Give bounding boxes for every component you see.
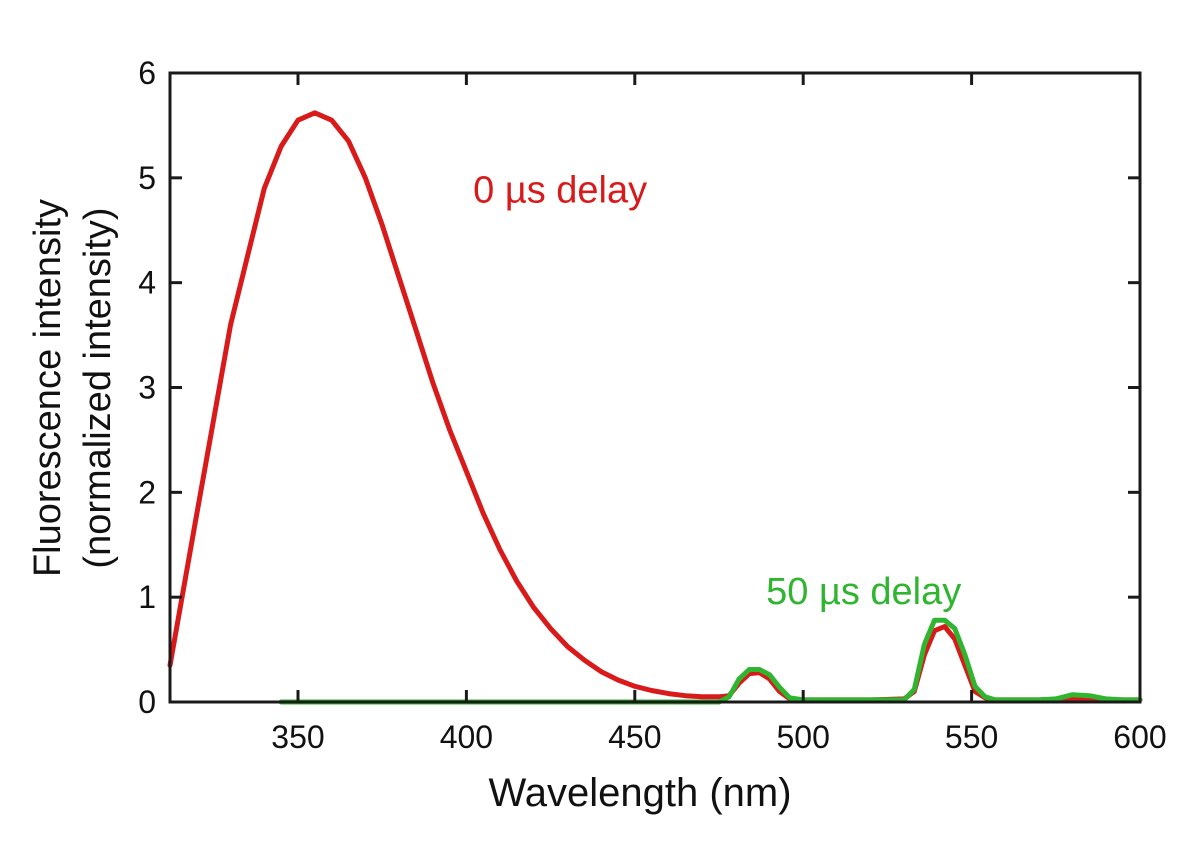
y-tick-label: 5 bbox=[138, 160, 156, 196]
series-annotation-1: 50 µs delay bbox=[766, 571, 961, 613]
annotation-layer: 0 µs delay 50 µs delay bbox=[473, 169, 961, 613]
plot-frame bbox=[168, 71, 1142, 704]
x-tick-label: 500 bbox=[776, 719, 829, 755]
series-line-0us-delay bbox=[167, 110, 1143, 703]
y-tick-label: 3 bbox=[138, 370, 156, 406]
x-tick-label: 400 bbox=[440, 719, 493, 755]
y-axis-label-line1: Fluorescence intensity bbox=[27, 199, 69, 577]
y-tick-label: 2 bbox=[138, 474, 156, 510]
y-tick-label: 0 bbox=[138, 684, 156, 720]
x-tick-label: 350 bbox=[271, 719, 324, 755]
ticks-layer: 350 400 450 500 550 600 0 1 2 3 4 5 6 bbox=[138, 55, 1166, 755]
x-tick-label: 600 bbox=[1113, 719, 1166, 755]
series-annotation-0: 0 µs delay bbox=[473, 169, 647, 211]
x-tick-label: 550 bbox=[945, 719, 998, 755]
y-tick-label: 4 bbox=[138, 265, 156, 301]
series-line-50us-delay bbox=[278, 617, 1143, 705]
x-tick-label: 450 bbox=[608, 719, 661, 755]
y-axis-label-line2: (normalized intensity) bbox=[77, 207, 119, 568]
series-layer bbox=[167, 110, 1143, 705]
y-tick-label: 1 bbox=[138, 579, 156, 615]
y-tick-label: 6 bbox=[138, 55, 156, 91]
x-axis-label: Wavelength (nm) bbox=[488, 771, 791, 815]
